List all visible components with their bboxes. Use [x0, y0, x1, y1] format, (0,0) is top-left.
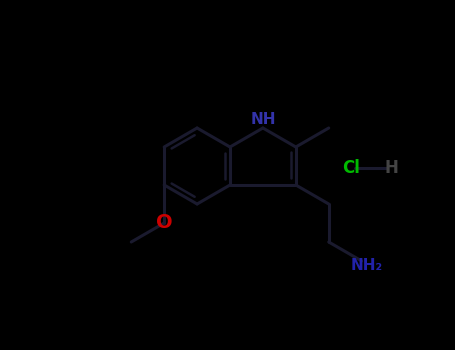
Text: Cl: Cl	[342, 159, 360, 177]
Text: NH₂: NH₂	[350, 258, 383, 273]
Text: NH: NH	[250, 112, 276, 127]
Text: H: H	[384, 159, 398, 177]
Text: O: O	[156, 214, 172, 232]
